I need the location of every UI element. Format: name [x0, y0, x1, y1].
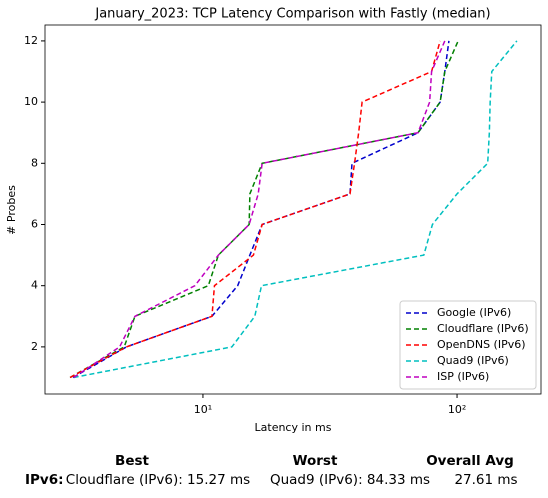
summary-best: Cloudflare (IPv6): 15.27 ms — [66, 472, 250, 488]
y-tick-label: 6 — [31, 217, 38, 230]
summary-header: Overall Avg — [426, 453, 514, 469]
series-line — [69, 40, 441, 379]
summary-row-label: IPv6: — [25, 472, 64, 488]
series-line — [73, 40, 518, 379]
legend-label: Cloudflare (IPv6) — [437, 322, 529, 335]
y-tick-label: 4 — [31, 279, 38, 292]
y-tick-label: 10 — [24, 95, 38, 108]
x-axis-label: Latency in ms — [255, 421, 332, 434]
summary-header: Best — [115, 453, 149, 469]
legend-label: Google (IPv6) — [437, 306, 511, 319]
y-tick-label: 2 — [31, 340, 38, 353]
y-axis-label: # Probes — [5, 185, 18, 235]
y-tick-label: 12 — [24, 34, 38, 47]
y-tick-label: 8 — [31, 156, 38, 169]
legend-label: OpenDNS (IPv6) — [437, 338, 526, 351]
summary-avg: 27.61 ms — [454, 472, 517, 488]
x-tick-label: 10¹ — [194, 403, 212, 416]
series-line — [73, 40, 446, 379]
summary-header: Worst — [293, 453, 338, 469]
summary-worst: Quad9 (IPv6): 84.33 ms — [270, 472, 430, 488]
legend-label: Quad9 (IPv6) — [437, 354, 509, 367]
x-tick-label: 10² — [448, 403, 466, 416]
series-line — [72, 40, 450, 379]
legend-box — [399, 300, 537, 390]
legend-label: ISP (IPv6) — [437, 370, 489, 383]
chart-title: January_2023: TCP Latency Comparison wit… — [94, 7, 490, 22]
plot-frame — [44, 24, 542, 395]
